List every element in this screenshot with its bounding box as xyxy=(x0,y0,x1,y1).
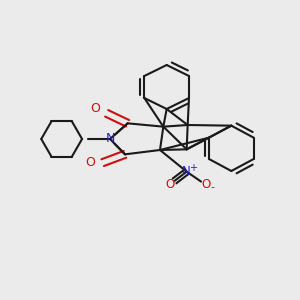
Text: O: O xyxy=(201,178,211,191)
Text: +: + xyxy=(189,163,197,173)
Text: O: O xyxy=(85,156,95,169)
Text: O: O xyxy=(165,178,175,191)
Text: O: O xyxy=(90,102,100,115)
Text: N: N xyxy=(182,165,191,178)
Text: -: - xyxy=(211,182,214,192)
Text: N: N xyxy=(105,133,115,146)
